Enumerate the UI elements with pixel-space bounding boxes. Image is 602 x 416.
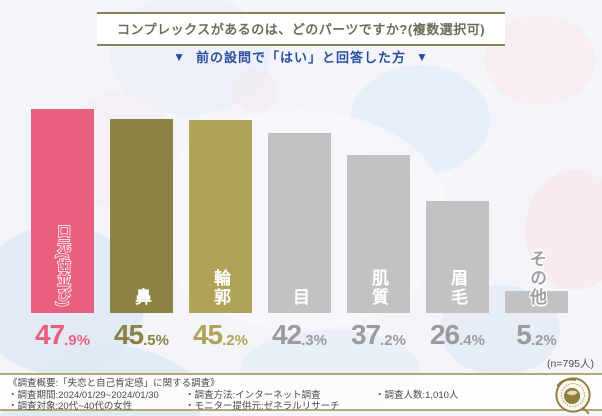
bar-value-label: 42.3% — [271, 319, 327, 350]
survey-info-line: ・調査人数:1,010人 — [375, 389, 459, 401]
bar-column: 眉毛 26.4% — [426, 200, 489, 350]
bar: 肌質 — [347, 154, 410, 313]
chart-subtitle: ▼ 前の設問で「はい」と回答した方 ▼ — [0, 47, 602, 66]
bar: 口元(歯並び) — [31, 108, 94, 313]
bar: その他 — [505, 250, 568, 313]
bar-column: 輪郭 45.2% — [189, 120, 252, 349]
research-company-seal-icon — [555, 377, 591, 414]
survey-info-line: ・調査対象:20代~40代の女性 — [8, 401, 133, 412]
survey-info-line: ・調査期間:2024/01/29~2024/01/30 — [8, 389, 159, 401]
chart-title: コンプレックスがあるのは、どのパーツですか?(複数選択可) — [97, 12, 505, 46]
bar-category-label: 目 — [290, 288, 309, 307]
survey-summary-footer: 《調査概要:「失恋と自己肯定感」に関する調査》 ・調査期間:2024/01/29~… — [0, 373, 602, 413]
bar: 輪郭 — [189, 120, 252, 313]
survey-info-line: 《調査概要:「失恋と自己肯定感」に関する調査》 — [8, 378, 220, 389]
bar-category-label: 輪郭 — [211, 269, 230, 307]
survey-info-line: ・調査方法:インターネット調査 — [185, 389, 321, 401]
survey-method-column: ・調査方法:インターネット調査 ・モニター提供元:ゼネラルリサーチ — [185, 378, 340, 413]
bar-column: 鼻 45.5% — [110, 119, 173, 349]
bar: 目 — [268, 132, 331, 313]
bar-category-label: 鼻 — [132, 288, 151, 307]
bar-value-label: 45.5% — [113, 319, 169, 350]
bar-category-label: 口元(歯並び) — [55, 223, 71, 308]
triangle-down-icon: ▼ — [416, 50, 429, 64]
survey-info-line: ・モニター提供元:ゼネラルリサーチ — [185, 401, 340, 412]
subtitle-text: 前の設問で「はい」と回答した方 — [195, 50, 406, 65]
triangle-down-icon: ▼ — [173, 50, 186, 64]
bar-value-label: 45.2% — [192, 319, 248, 350]
bar-category-label: 肌質 — [369, 269, 388, 307]
bar-value-label: 37.2% — [350, 319, 406, 350]
survey-count-column: ・調査人数:1,010人 — [375, 378, 458, 401]
bar-category-label: その他 — [527, 250, 546, 307]
bar-value-label: 5.2% — [516, 319, 557, 350]
bar-column: その他 5.2% — [505, 250, 568, 350]
bar-value-label: 47.9% — [34, 319, 90, 350]
survey-overview-column: 《調査概要:「失恋と自己肯定感」に関する調査》 ・調査期間:2024/01/29~… — [8, 378, 220, 413]
bar-column: 肌質 37.2% — [347, 154, 410, 350]
bar-value-label: 26.4% — [429, 319, 485, 350]
bar: 眉毛 — [426, 200, 489, 313]
bar-column: 口元(歯並び) 47.9% — [31, 108, 94, 350]
bar-category-label: 眉毛 — [448, 269, 467, 307]
bar-column: 目 42.3% — [268, 132, 331, 350]
sample-size-note: (n=795人) — [547, 358, 594, 370]
bar: 鼻 — [110, 119, 173, 313]
